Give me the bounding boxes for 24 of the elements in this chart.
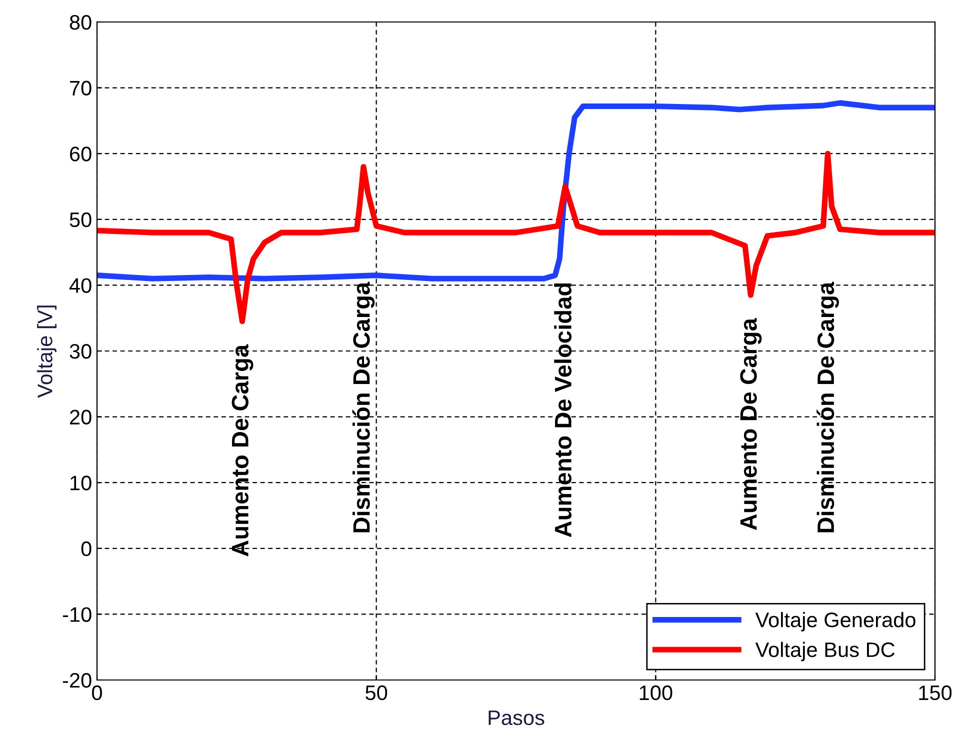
annotation: Disminución De Carga [816, 282, 839, 532]
x-tick-label: 100 [640, 685, 672, 700]
y-tick-label: 60 [70, 146, 92, 162]
annotation: Disminución De Carga [352, 282, 375, 532]
x-tick-label: 0 [92, 685, 102, 700]
y-tick-label: 80 [70, 15, 92, 30]
y-tick-label: 30 [70, 344, 92, 359]
y-axis-title: Voltaje [V] [37, 306, 56, 398]
x-tick-label: 50 [366, 685, 388, 700]
x-axis-title: Pasos [488, 710, 544, 726]
y-tick-label: 10 [70, 476, 92, 490]
legend-label: Voltaje Generado [755, 612, 916, 632]
annotation: Aumento De Carga [740, 318, 762, 530]
y-tick-label: 40 [69, 278, 92, 293]
annotation: Aumento De Velocidad [554, 283, 572, 538]
y-tick-label: -20 [62, 673, 92, 688]
y-tick-label: 0 [81, 541, 92, 556]
y-tick-label: 20 [70, 410, 92, 425]
legend-label: Voltaje Bus DC [755, 642, 895, 662]
y-tick-label: 70 [70, 80, 92, 96]
x-tick-label: 150 [919, 685, 952, 700]
y-tick-label: -10 [62, 607, 92, 622]
y-tick-label: 50 [70, 212, 92, 228]
annotation: Aumento De Carga [232, 344, 254, 556]
